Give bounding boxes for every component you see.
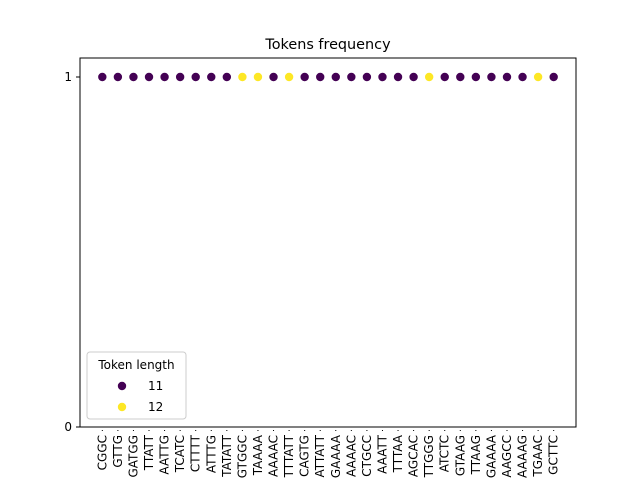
y-axis: 01 [64, 70, 80, 434]
legend-entry-label: 11 [148, 379, 163, 393]
data-point [378, 72, 387, 82]
data-point [533, 72, 543, 82]
chart-title: Tokens frequency [264, 37, 391, 53]
x-tick-label: TGAAC [531, 435, 545, 478]
data-point [284, 72, 294, 82]
data-point [347, 72, 356, 82]
x-tick-label: ATTTG [204, 435, 218, 473]
x-tick-label: GAAAA [329, 434, 343, 478]
x-tick-label: TTAAG [469, 435, 483, 475]
x-tick-label: AAAAC [344, 435, 358, 477]
x-tick-label: TCATC [173, 435, 187, 473]
legend: Token length 11 12 [86, 351, 187, 420]
x-tick-label: CTGCC [360, 435, 374, 477]
x-tick-label: TAAAA [251, 434, 265, 476]
x-tick-label: ATCTC [438, 435, 452, 472]
data-point [253, 72, 263, 82]
data-point [331, 72, 340, 82]
data-point [440, 72, 449, 82]
y-tick-label: 1 [64, 70, 72, 84]
data-point [316, 72, 325, 82]
legend-entry-label: 12 [148, 400, 163, 414]
x-tick-label: TATATT [220, 434, 234, 477]
x-tick-label: TTATT [142, 434, 156, 471]
data-point [175, 72, 185, 82]
data-point [487, 72, 496, 82]
data-point [549, 72, 558, 82]
x-tick-label: CGGC [95, 435, 109, 470]
legend-marker [117, 402, 127, 412]
data-point [222, 72, 232, 82]
x-tick-label: GTAAG [453, 435, 467, 476]
x-tick-label: AATTG [158, 435, 172, 475]
data-point [98, 72, 107, 82]
data-point [129, 72, 138, 82]
data-point [362, 72, 372, 82]
x-tick-label: TTGGG [422, 435, 436, 478]
x-tick-label: TTTAA [391, 434, 405, 473]
data-point [502, 72, 512, 82]
x-tick-label: CAGTG [298, 435, 312, 477]
data-point [456, 72, 465, 82]
data-point [424, 72, 434, 82]
data-point [113, 72, 123, 82]
x-tick-label: TTTATT [282, 434, 296, 478]
x-tick-label: AAGCC [500, 435, 514, 478]
x-tick-label: GATGG [126, 435, 140, 478]
x-tick-label: GTTG [111, 435, 125, 468]
data-point [409, 72, 418, 82]
data-point [471, 72, 481, 82]
x-axis: CGGC GTTG GATGG TTATT AATTG TCATC CTTTT ATTTG TA… [95, 430, 561, 478]
x-tick-label: ATTATT [313, 434, 327, 477]
legend-marker [117, 381, 127, 391]
x-tick-label: AAAAC [267, 435, 281, 477]
data-point [238, 72, 247, 82]
data-point [144, 72, 154, 82]
data-point [207, 72, 216, 82]
x-tick-label: GCTTC [547, 435, 561, 475]
y-tick-label: 0 [64, 420, 72, 434]
x-tick-label: AAAAG [516, 435, 530, 478]
x-tick-label: AAATT [375, 434, 389, 473]
data-point [300, 72, 309, 82]
legend-title: Token length [97, 358, 174, 372]
data-point [269, 72, 278, 82]
legend-box [86, 351, 187, 420]
data-point [191, 72, 200, 82]
data-point [518, 72, 527, 82]
x-tick-label: GAAAA [484, 434, 498, 478]
data-point [393, 72, 403, 82]
data-points [98, 72, 558, 82]
data-point [160, 72, 169, 82]
x-tick-label: AGCAC [407, 435, 421, 477]
x-tick-label: CTTTT [189, 434, 203, 472]
x-tick-label: GTGGC [235, 435, 249, 478]
